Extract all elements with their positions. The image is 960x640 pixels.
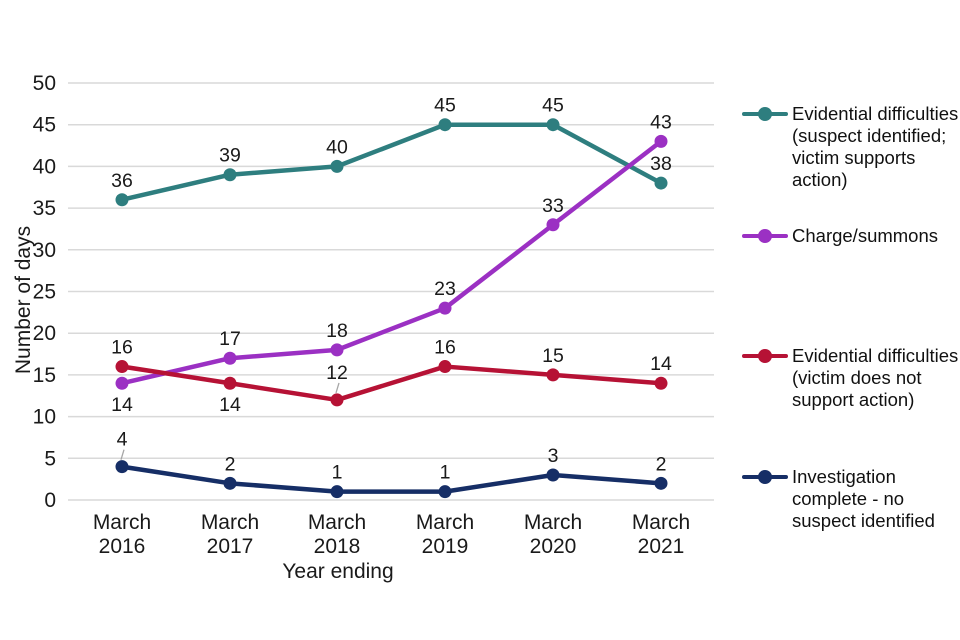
data-point xyxy=(654,476,668,490)
x-tick-label: 2019 xyxy=(422,535,469,558)
chart-legend: Evidential difficulties (suspect identif… xyxy=(742,0,960,640)
data-label: 14 xyxy=(219,394,241,416)
series-line xyxy=(119,122,664,203)
legend-dot-swatch xyxy=(758,107,772,121)
legend-marker xyxy=(742,466,788,488)
y-axis-title: Number of days xyxy=(12,225,35,375)
x-tick-label: 2018 xyxy=(314,535,361,558)
x-axis-title: Year ending xyxy=(282,560,394,583)
data-label: 14 xyxy=(111,394,133,416)
x-tick-label: 2021 xyxy=(638,535,685,558)
data-point xyxy=(438,360,452,374)
data-point xyxy=(115,193,129,207)
y-tick-label: 50 xyxy=(33,72,56,95)
data-point xyxy=(546,218,560,232)
data-point xyxy=(330,393,344,407)
data-point xyxy=(330,343,344,357)
y-tick-label: 35 xyxy=(33,197,56,220)
data-point xyxy=(438,118,452,132)
series-line xyxy=(119,139,664,386)
data-point xyxy=(330,485,344,499)
legend-marker xyxy=(742,225,788,247)
data-point xyxy=(115,460,129,474)
data-label: 1 xyxy=(440,462,451,484)
data-label: 38 xyxy=(650,153,672,175)
data-point xyxy=(654,176,668,190)
legend-item-investigation-complete: Investigation complete - no suspect iden… xyxy=(742,466,960,532)
data-point xyxy=(438,301,452,315)
data-point xyxy=(546,468,560,482)
data-point xyxy=(654,134,668,148)
series-line xyxy=(119,364,664,403)
data-point xyxy=(654,376,668,390)
data-point xyxy=(546,368,560,382)
data-label: 2 xyxy=(656,453,667,475)
y-tick-label: 10 xyxy=(33,406,56,429)
data-point xyxy=(223,168,237,182)
series-line xyxy=(119,464,664,494)
data-point xyxy=(223,351,237,365)
data-label: 18 xyxy=(326,320,348,342)
legend-item-evidential-suspect-identified: Evidential difficulties (suspect identif… xyxy=(742,103,960,191)
legend-marker xyxy=(742,103,788,125)
legend-item-evidential-victim-no-support: Evidential difficulties (victim does not… xyxy=(742,345,960,411)
data-label: 14 xyxy=(650,353,672,375)
data-label: 15 xyxy=(542,345,564,367)
x-tick-label: 2017 xyxy=(207,535,254,558)
data-label: 2 xyxy=(225,453,236,475)
legend-label: Evidential difficulties (suspect identif… xyxy=(792,103,959,190)
leader-line xyxy=(120,449,125,460)
data-point xyxy=(438,485,452,499)
data-label: 23 xyxy=(434,278,456,300)
x-tick-label: March xyxy=(632,511,690,534)
legend-dot-swatch xyxy=(758,349,772,363)
legend-label: Investigation complete - no suspect iden… xyxy=(792,466,935,531)
data-label: 39 xyxy=(219,145,241,167)
data-label: 40 xyxy=(326,136,348,158)
data-point xyxy=(115,360,129,374)
data-point xyxy=(223,476,237,490)
y-tick-label: 25 xyxy=(33,281,56,304)
y-tick-label: 40 xyxy=(33,155,56,178)
data-label: 43 xyxy=(650,111,672,133)
data-label: 17 xyxy=(219,328,241,350)
legend-label: Charge/summons xyxy=(792,225,939,246)
x-tick-label: 2020 xyxy=(530,535,577,558)
data-point xyxy=(223,376,237,390)
y-tick-label: 20 xyxy=(33,322,56,345)
data-label: 16 xyxy=(111,337,133,359)
data-point xyxy=(330,159,344,173)
data-label: 3 xyxy=(548,445,559,467)
data-label: 1 xyxy=(332,462,343,484)
x-tick-label: March xyxy=(524,511,582,534)
legend-item-charge-summons: Charge/summons xyxy=(742,225,960,247)
data-point xyxy=(115,376,129,390)
x-tick-label: March xyxy=(416,511,474,534)
legend-dot-swatch xyxy=(758,470,772,484)
y-tick-label: 30 xyxy=(33,239,56,262)
x-tick-label: March xyxy=(93,511,151,534)
data-label: 36 xyxy=(111,170,133,192)
y-tick-label: 45 xyxy=(33,114,56,137)
y-tick-label: 15 xyxy=(33,364,56,387)
data-label: 4 xyxy=(117,429,128,451)
data-label: 33 xyxy=(542,195,564,217)
y-tick-label: 0 xyxy=(44,489,56,512)
data-label: 45 xyxy=(434,95,456,117)
leader-line xyxy=(335,382,340,394)
data-label: 45 xyxy=(542,95,564,117)
data-label: 12 xyxy=(326,362,348,384)
x-tick-label: 2016 xyxy=(99,535,146,558)
x-tick-label: March xyxy=(201,511,259,534)
x-tick-label: March xyxy=(308,511,366,534)
data-label: 16 xyxy=(434,337,456,359)
legend-dot-swatch xyxy=(758,229,772,243)
legend-marker xyxy=(742,345,788,367)
y-tick-label: 5 xyxy=(44,447,56,470)
data-point xyxy=(546,118,560,132)
legend-label: Evidential difficulties (victim does not… xyxy=(792,345,959,410)
